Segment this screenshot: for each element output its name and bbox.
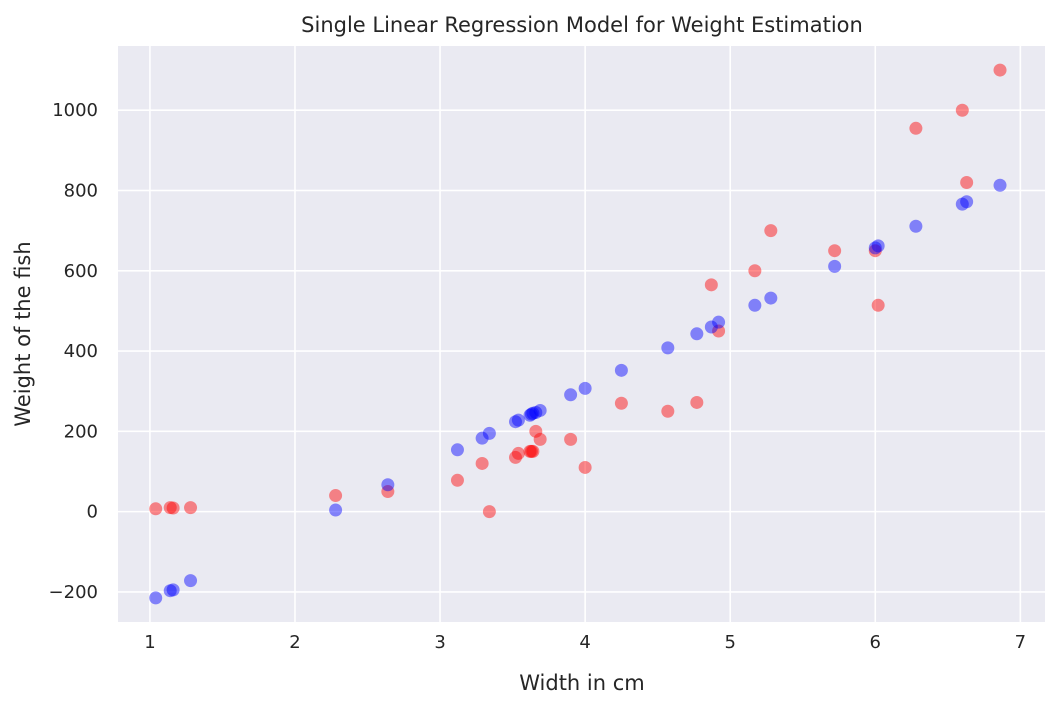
data-point (564, 432, 578, 446)
data-point (381, 478, 395, 492)
series-0 (149, 63, 1007, 519)
data-point (690, 327, 704, 341)
data-point (993, 63, 1007, 77)
data-point (712, 315, 726, 329)
data-point (578, 460, 592, 474)
y-tick-label: 800 (64, 181, 98, 202)
data-point (166, 583, 180, 597)
data-point (868, 244, 882, 258)
data-point (764, 291, 778, 305)
data-point (526, 406, 540, 420)
data-point (166, 501, 180, 515)
data-point (909, 219, 923, 233)
data-point (523, 444, 537, 458)
y-tick-label: 400 (64, 341, 98, 362)
y-axis-label: Weight of the fish (11, 241, 35, 426)
data-point (828, 259, 842, 273)
data-point (511, 446, 525, 460)
data-point (529, 424, 543, 438)
data-point (614, 396, 628, 410)
data-point (868, 241, 882, 255)
y-tick-label: 600 (64, 261, 98, 282)
data-point (704, 320, 718, 334)
data-point (661, 404, 675, 418)
data-point (871, 298, 885, 312)
data-point (955, 103, 969, 117)
data-point (475, 431, 489, 445)
y-tick-label: −200 (49, 582, 98, 603)
data-point (614, 363, 628, 377)
y-tick-label: 0 (87, 502, 98, 523)
data-points (149, 63, 1007, 605)
data-point (578, 381, 592, 395)
x-tick-label: 2 (289, 632, 300, 653)
data-point (508, 415, 522, 429)
data-point (828, 244, 842, 258)
data-point (329, 503, 343, 517)
x-tick-label: 1 (144, 632, 155, 653)
data-point (960, 195, 974, 209)
data-point (184, 574, 198, 588)
tick-labels: 1 2 3 4 5 6 7 −200 0 200 400 600 800 1000 (49, 100, 1027, 653)
data-point (748, 264, 762, 278)
data-point (993, 178, 1007, 192)
data-point (329, 489, 343, 503)
plot-area-background (118, 46, 1045, 622)
data-point (450, 473, 464, 487)
data-point (690, 395, 704, 409)
data-point (524, 444, 538, 458)
data-point (704, 278, 718, 292)
y-tick-label: 1000 (52, 100, 98, 121)
data-point (661, 341, 675, 355)
data-point (524, 407, 538, 421)
data-point (511, 413, 525, 427)
data-point (955, 197, 969, 211)
y-tick-label: 200 (64, 421, 98, 442)
data-point (482, 426, 496, 440)
data-point (764, 224, 778, 238)
data-point (960, 175, 974, 189)
data-point (450, 443, 464, 457)
series-1 (149, 178, 1007, 605)
grid-lines (118, 46, 1045, 622)
data-point (564, 388, 578, 402)
data-point (909, 121, 923, 135)
data-point (475, 456, 489, 470)
data-point (482, 505, 496, 519)
data-point (508, 450, 522, 464)
data-point (523, 408, 537, 422)
x-tick-label: 4 (579, 632, 590, 653)
data-point (871, 239, 885, 253)
data-point (533, 403, 547, 417)
data-point (163, 584, 177, 598)
data-point (184, 501, 198, 515)
data-point (381, 485, 395, 499)
x-tick-label: 3 (434, 632, 445, 653)
x-tick-label: 5 (724, 632, 735, 653)
chart-title: Single Linear Regression Model for Weigh… (301, 13, 863, 37)
data-point (533, 432, 547, 446)
data-point (526, 444, 540, 458)
data-point (529, 405, 543, 419)
data-point (149, 502, 163, 516)
data-point (149, 591, 163, 605)
data-point (712, 324, 726, 338)
x-tick-label: 6 (870, 632, 881, 653)
x-axis-label: Width in cm (519, 671, 645, 695)
x-tick-label: 7 (1015, 632, 1026, 653)
data-point (163, 501, 177, 515)
data-point (748, 298, 762, 312)
